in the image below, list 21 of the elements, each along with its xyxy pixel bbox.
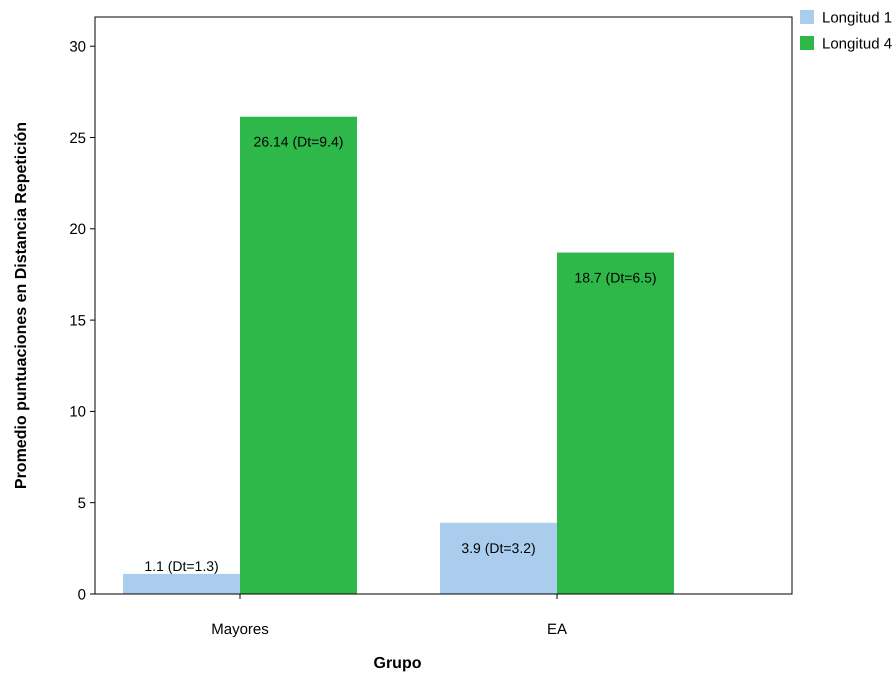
x-tick-label: EA: [546, 621, 568, 638]
bar: [240, 116, 357, 594]
y-tick-label: 20: [69, 221, 86, 238]
legend-label: Longitud 1: [822, 9, 892, 26]
data-label: 3.9 (Dt=3.2): [461, 540, 536, 556]
data-label: 26.14 (Dt=9.4): [254, 134, 344, 150]
y-tick-label: 0: [78, 586, 86, 604]
y-axis-title: Promedio puntuaciones en Distancia Repetición: [13, 122, 30, 490]
x-axis-title: Grupo: [374, 655, 422, 672]
bar: [123, 574, 240, 594]
data-label: 18.7 (Dt=6.5): [574, 270, 657, 286]
bar: [557, 252, 674, 594]
y-tick-label: 15: [69, 312, 86, 330]
y-tick-label: 5: [78, 494, 86, 512]
data-label: 1.1 (Dt=1.3): [144, 558, 219, 574]
legend-label: Longitud 4: [822, 35, 892, 52]
x-tick-label: Mayores: [211, 621, 269, 638]
y-tick-label: 30: [69, 38, 86, 56]
y-tick-label: 10: [69, 404, 86, 421]
bar: [440, 522, 557, 594]
y-tick-label: 25: [69, 130, 86, 147]
